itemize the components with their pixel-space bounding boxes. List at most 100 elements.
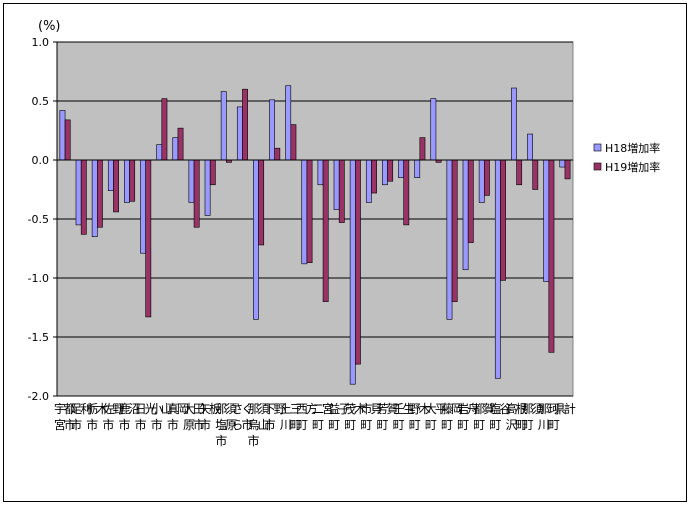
- bar-h18: [559, 159, 566, 168]
- x-category-label: 芳賀町: [377, 402, 399, 432]
- legend-box: [590, 138, 678, 178]
- category-char: 町: [377, 418, 389, 432]
- category-char: 市: [248, 433, 260, 448]
- x-category-label: 真岡市: [167, 402, 189, 432]
- category-char: 町: [344, 418, 356, 432]
- bar-h19: [419, 137, 426, 161]
- bar-h19: [64, 119, 71, 161]
- category-char: 上: [280, 402, 292, 416]
- x-category-labels: 宇都宮市足利市栃木市佐野市鹿沼市日光市小山市真岡市大田原市矢板市那須塩原市さくら…: [54, 401, 576, 448]
- category-char: 市: [264, 417, 276, 432]
- bar-h18: [301, 159, 308, 265]
- x-category-label: 鹿沼市: [119, 401, 141, 432]
- bar-h19: [484, 159, 490, 196]
- category-char: 鹿: [119, 401, 131, 416]
- bar-h18: [59, 110, 66, 161]
- category-char: 町: [360, 418, 372, 432]
- category-char: く: [241, 402, 253, 416]
- category-char: 市: [119, 417, 131, 432]
- category-char: 烏: [248, 418, 260, 432]
- bar-h19: [467, 159, 474, 243]
- category-char: 谷: [499, 402, 511, 416]
- x-category-label: 二宮町: [312, 401, 334, 432]
- bar-h18: [430, 98, 437, 161]
- category-char: 町: [548, 418, 560, 432]
- bar-h19: [338, 159, 345, 223]
- x-category-label: 佐野市: [102, 402, 124, 432]
- category-char: 川: [538, 418, 550, 432]
- legend: H18増加率 H19増加率: [590, 138, 678, 178]
- y-axis-unit: (%): [38, 19, 61, 34]
- bar-h19: [532, 159, 539, 190]
- bar-h18: [204, 159, 211, 216]
- category-char: 子: [338, 402, 350, 416]
- x-category-label: 茂木町: [344, 402, 366, 432]
- bar-h18: [156, 144, 163, 161]
- bar-h19: [387, 159, 394, 182]
- bar-h19: [451, 159, 458, 302]
- category-char: 岡: [177, 402, 189, 416]
- y-tick-label: 0.5: [32, 95, 50, 108]
- bar-h18: [365, 159, 372, 203]
- x-category-label: 日光市: [135, 402, 157, 432]
- category-char: 野: [112, 402, 124, 416]
- category-char: 那: [538, 402, 550, 416]
- bar-h18: [317, 159, 324, 186]
- y-tick-label: 1.0: [32, 36, 50, 49]
- category-char: 須: [258, 402, 270, 416]
- bar-h19: [290, 124, 297, 161]
- category-char: 町: [441, 418, 453, 432]
- category-char: 田: [193, 402, 205, 416]
- bar-h18: [236, 106, 243, 161]
- category-char: 県: [554, 402, 566, 416]
- bar-h19: [564, 159, 571, 180]
- category-char: 市: [167, 417, 179, 432]
- category-char: 舟: [467, 402, 479, 416]
- bar-h18: [382, 159, 388, 186]
- category-char: 山: [258, 418, 270, 432]
- gridlines: [57, 41, 573, 397]
- category-char: 珂: [548, 402, 560, 416]
- category-char: 方: [306, 401, 318, 416]
- category-char: 足: [70, 402, 82, 416]
- bar-h18: [140, 159, 146, 254]
- x-category-label: 矢板市: [199, 402, 221, 432]
- category-char: 芳: [377, 402, 389, 416]
- category-char: 大: [183, 402, 195, 416]
- x-category-label: 野木町: [409, 402, 431, 432]
- category-char: 市: [102, 417, 114, 432]
- bar-h18: [333, 159, 340, 210]
- y-tick-label: -0.5: [28, 213, 49, 226]
- category-char: 須: [225, 402, 237, 416]
- category-char: 原: [225, 418, 237, 432]
- bar-h18: [91, 159, 98, 237]
- category-char: 矢: [199, 402, 211, 416]
- category-char: 大: [425, 402, 437, 416]
- category-char: 市: [215, 433, 227, 448]
- bar-h18: [75, 159, 82, 226]
- category-char: 塩: [489, 401, 501, 416]
- legend-swatch: [593, 162, 602, 171]
- category-char: 市: [193, 417, 205, 432]
- bar-h18: [349, 159, 356, 385]
- category-char: 市: [241, 417, 253, 432]
- category-char: 三: [290, 402, 302, 416]
- category-char: 川: [280, 418, 292, 432]
- category-char: 町: [425, 418, 437, 432]
- category-char: 藤: [441, 402, 453, 416]
- category-char: 町: [290, 418, 302, 432]
- category-char: 沼: [129, 402, 141, 416]
- category-char: 佐: [102, 402, 114, 416]
- bar-h18: [527, 133, 533, 161]
- category-char: 木: [354, 402, 366, 416]
- category-char: 町: [328, 418, 340, 432]
- bar-h18: [414, 159, 421, 179]
- x-category-label: 藤岡町: [441, 402, 463, 432]
- category-char: 真: [167, 402, 179, 416]
- x-category-label: 益子町: [328, 402, 350, 432]
- category-char: 都: [64, 402, 76, 416]
- category-char: 市: [199, 417, 211, 432]
